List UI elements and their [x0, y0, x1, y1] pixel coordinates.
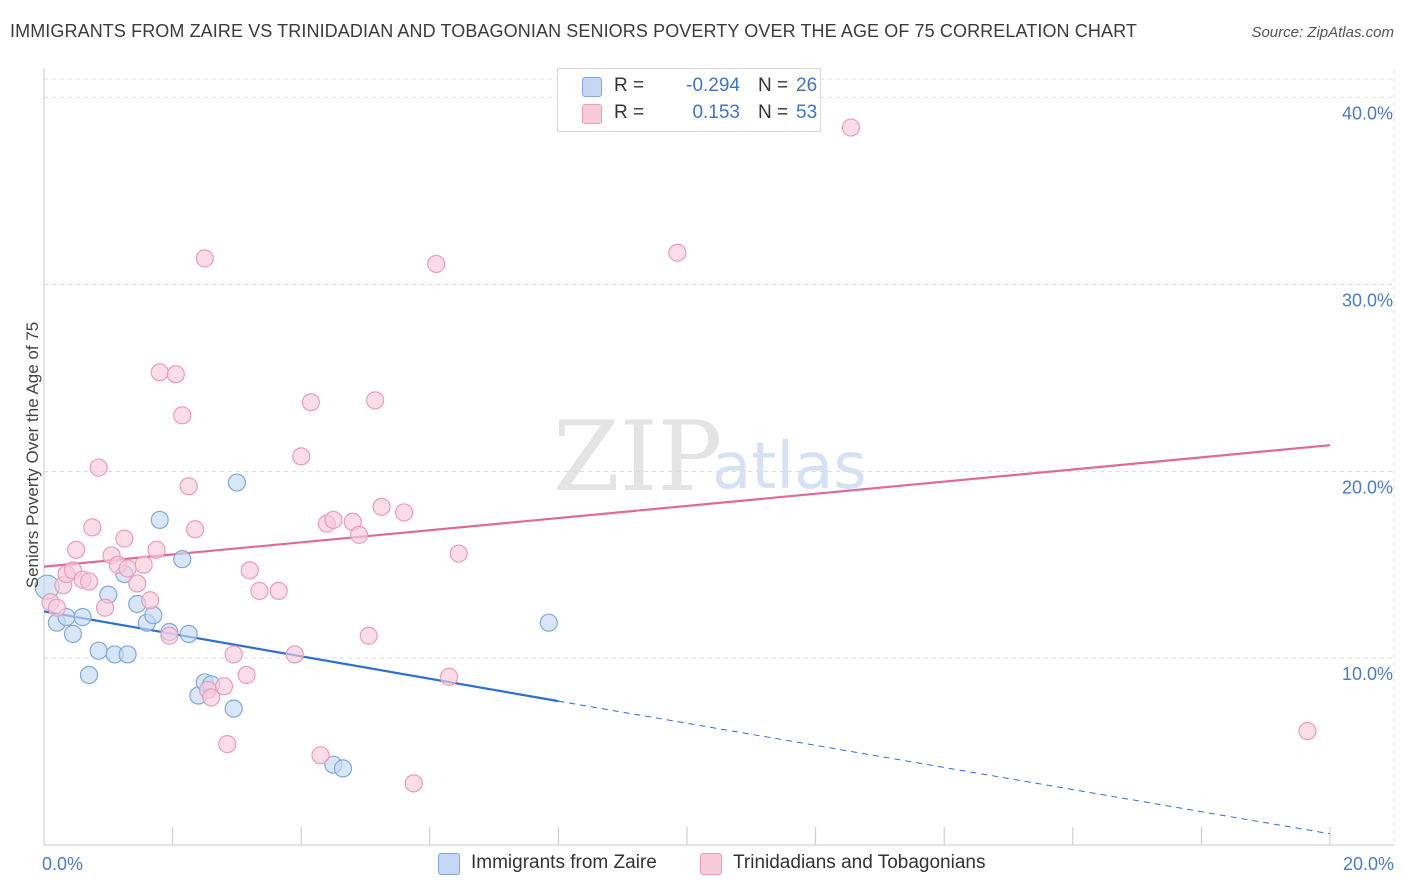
source-label: Source: ZipAtlas.com: [1251, 24, 1394, 41]
point-series-1[interactable]: [311, 746, 330, 765]
trend-line-extension-0: [558, 700, 1331, 835]
point-series-1[interactable]: [166, 365, 185, 384]
point-series-1[interactable]: [195, 249, 214, 268]
point-series-1[interactable]: [179, 477, 198, 496]
point-series-1[interactable]: [349, 525, 369, 544]
point-series-1[interactable]: [439, 667, 459, 686]
point-series-1[interactable]: [668, 243, 687, 262]
point-series-1[interactable]: [394, 503, 414, 522]
legend-r-label: R =: [614, 102, 645, 123]
legend-r-value-trinidad: 0.153: [692, 102, 740, 123]
point-series-1[interactable]: [1298, 721, 1317, 741]
point-series-1[interactable]: [115, 529, 134, 548]
point-series-1[interactable]: [160, 626, 179, 645]
point-series-0[interactable]: [539, 613, 558, 632]
point-series-1[interactable]: [214, 677, 234, 696]
point-series-1[interactable]: [95, 598, 115, 617]
point-series-1[interactable]: [285, 645, 304, 664]
point-series-1[interactable]: [83, 518, 102, 537]
y-tick-label: 10.0%: [1342, 664, 1393, 684]
correlation-legend: R = -0.294 N = 26 R = 0.153 N = 53: [557, 68, 821, 132]
point-series-1[interactable]: [186, 520, 205, 539]
legend-r-label: R =: [614, 75, 645, 96]
legend-n-value-trinidad: 53: [796, 102, 818, 123]
point-series-1[interactable]: [427, 254, 446, 274]
point-series-1[interactable]: [240, 561, 259, 580]
series-name-trinidad: Trinidadians and Tobagonians: [733, 852, 986, 873]
point-series-1[interactable]: [324, 510, 343, 530]
series-swatch-trinidad: [700, 853, 722, 875]
y-tick-label: 40.0%: [1342, 104, 1393, 124]
point-series-1[interactable]: [134, 555, 153, 574]
x-tick-label: 0.0%: [42, 854, 83, 874]
point-series-1[interactable]: [218, 735, 237, 754]
legend-n-value-zaire: 26: [796, 75, 818, 96]
legend-swatch-zaire: [582, 77, 602, 97]
point-series-1[interactable]: [118, 559, 137, 578]
point-series-1[interactable]: [140, 591, 160, 610]
watermark-zip: ZIP: [553, 401, 722, 513]
point-series-1[interactable]: [67, 540, 86, 559]
point-series-0[interactable]: [179, 624, 198, 643]
point-series-1[interactable]: [202, 688, 221, 707]
point-series-1[interactable]: [237, 665, 256, 685]
legend-n-label: N =: [758, 102, 789, 123]
series-swatch-zaire: [438, 853, 460, 875]
y-tick-label: 20.0%: [1342, 477, 1393, 497]
series-name-zaire: Immigrants from Zaire: [471, 852, 657, 873]
point-series-0[interactable]: [118, 645, 137, 664]
series-legend: Immigrants from Zaire Trinidadians and T…: [0, 851, 1406, 877]
tick-labels: 10.0% 20.0% 30.0% 40.0% 0.0% 20.0%: [42, 104, 1394, 874]
point-series-1[interactable]: [449, 544, 468, 563]
watermark-atlas: atlas: [712, 430, 867, 504]
y-axis-label: Seniors Poverty Over the Age of 75: [23, 322, 42, 588]
point-series-1[interactable]: [128, 574, 147, 593]
chart-title: IMMIGRANTS FROM ZAIRE VS TRINIDADIAN AND…: [10, 21, 1137, 41]
point-series-1[interactable]: [79, 572, 99, 591]
legend-swatch-trinidad: [582, 104, 602, 124]
point-series-0[interactable]: [227, 473, 246, 492]
point-series-1[interactable]: [47, 598, 66, 617]
y-tick-label: 30.0%: [1342, 291, 1393, 311]
point-series-0[interactable]: [79, 665, 99, 685]
x-tick-label: 20.0%: [1343, 854, 1394, 874]
point-series-1[interactable]: [301, 393, 320, 412]
legend-n-label: N =: [758, 75, 789, 96]
point-series-1[interactable]: [150, 363, 169, 382]
point-series-0[interactable]: [333, 759, 353, 778]
point-series-1[interactable]: [404, 774, 423, 793]
point-series-0[interactable]: [144, 606, 163, 625]
point-series-1[interactable]: [841, 118, 861, 137]
point-series-1[interactable]: [269, 581, 288, 601]
point-series-1[interactable]: [147, 540, 166, 559]
point-series-1[interactable]: [173, 406, 192, 425]
point-series-0[interactable]: [89, 641, 108, 660]
watermark: ZIP atlas: [553, 401, 867, 513]
data-points: [34, 118, 1317, 793]
point-series-1[interactable]: [359, 626, 378, 645]
point-series-0[interactable]: [173, 550, 192, 569]
trend-line-1: [43, 444, 1331, 568]
point-series-1[interactable]: [250, 581, 269, 601]
point-series-1[interactable]: [89, 458, 108, 477]
legend-r-value-zaire: -0.294: [686, 75, 740, 96]
axes: [43, 68, 1394, 846]
point-series-1[interactable]: [292, 447, 311, 466]
point-series-1[interactable]: [224, 645, 243, 664]
point-series-0[interactable]: [63, 624, 83, 643]
point-series-1[interactable]: [366, 391, 385, 410]
point-series-0[interactable]: [224, 699, 243, 718]
point-series-0[interactable]: [150, 510, 169, 530]
point-series-1[interactable]: [372, 497, 391, 516]
point-series-0[interactable]: [73, 607, 92, 627]
